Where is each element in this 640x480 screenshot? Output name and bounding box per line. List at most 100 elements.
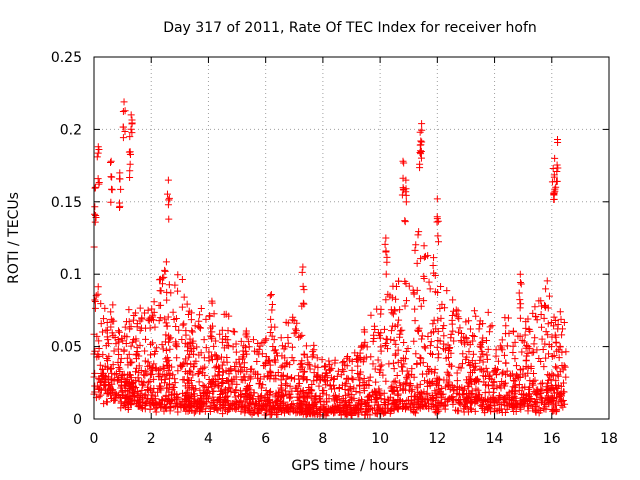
data-point [123,333,131,341]
data-point [281,380,289,388]
data-point [316,408,324,416]
data-point [402,405,410,413]
data-point [197,304,205,312]
data-point [230,389,238,397]
data-point [311,362,319,370]
data-point [437,314,445,322]
data-point [105,340,113,348]
data-point [503,398,511,406]
data-point [381,341,389,349]
data-point [417,302,425,310]
x-tick-label: 0 [90,431,99,447]
data-point [243,350,251,358]
data-point [156,275,164,283]
data-point [237,403,245,411]
data-point [388,294,396,302]
data-point [541,340,549,348]
data-point [116,393,124,401]
data-point [189,386,197,394]
data-point [164,313,172,321]
data-point [202,344,210,352]
data-point [144,306,152,314]
data-point [361,328,369,336]
data-point [161,375,169,383]
data-point [229,343,237,351]
data-point [550,352,558,360]
data-point [294,382,302,390]
data-point [210,387,218,395]
data-point [548,178,556,186]
data-point [522,394,530,402]
data-point [521,331,529,339]
data-point [173,343,181,351]
data-point [310,377,318,385]
data-point [140,371,148,379]
data-point [525,325,533,333]
data-point [472,385,480,393]
data-point [425,278,433,286]
data-point [95,337,103,345]
data-point [239,353,247,361]
data-point [523,342,531,350]
data-point [243,333,251,341]
data-point [533,316,541,324]
data-point [453,407,461,415]
data-point [215,383,223,391]
data-point [416,359,424,367]
data-point [515,380,523,388]
data-point [449,400,457,408]
data-point [500,351,508,359]
data-point [474,394,482,402]
data-point [158,402,166,410]
data-point [397,357,405,365]
data-point [449,327,457,335]
data-point [122,339,130,347]
data-point [283,372,291,380]
data-point [117,355,125,363]
data-point [433,393,441,401]
data-point [397,363,405,371]
data-point [118,371,126,379]
data-point [139,381,147,389]
data-point [532,402,540,410]
data-point [203,392,211,400]
data-point [484,345,492,353]
data-point [152,364,160,372]
data-point [199,388,207,396]
data-point [185,384,193,392]
data-point [123,354,131,362]
data-point [280,345,288,353]
data-point [421,344,429,352]
data-point [499,396,507,404]
chart-title: Day 317 of 2011, Rate Of TEC Index for r… [163,20,537,36]
data-point [161,267,169,275]
data-point [98,372,106,380]
data-point [466,341,474,349]
data-point [466,390,474,398]
data-point [202,383,210,391]
data-point [557,396,565,404]
data-point [421,398,429,406]
data-point [389,310,397,318]
data-point [402,176,410,184]
data-point [402,198,410,206]
data-point [150,308,158,316]
data-point [554,164,562,172]
data-point [411,305,419,313]
data-point [509,349,517,357]
data-point [98,328,106,336]
data-point [255,380,263,388]
data-point [347,411,355,419]
data-point [174,287,182,295]
data-point [529,378,537,386]
data-point [141,347,149,355]
data-point [194,396,202,404]
data-point [459,350,467,358]
data-point [105,352,113,360]
data-point [562,348,570,356]
data-point [329,376,337,384]
data-point [104,336,112,344]
data-point [206,312,214,320]
data-point [183,360,191,368]
